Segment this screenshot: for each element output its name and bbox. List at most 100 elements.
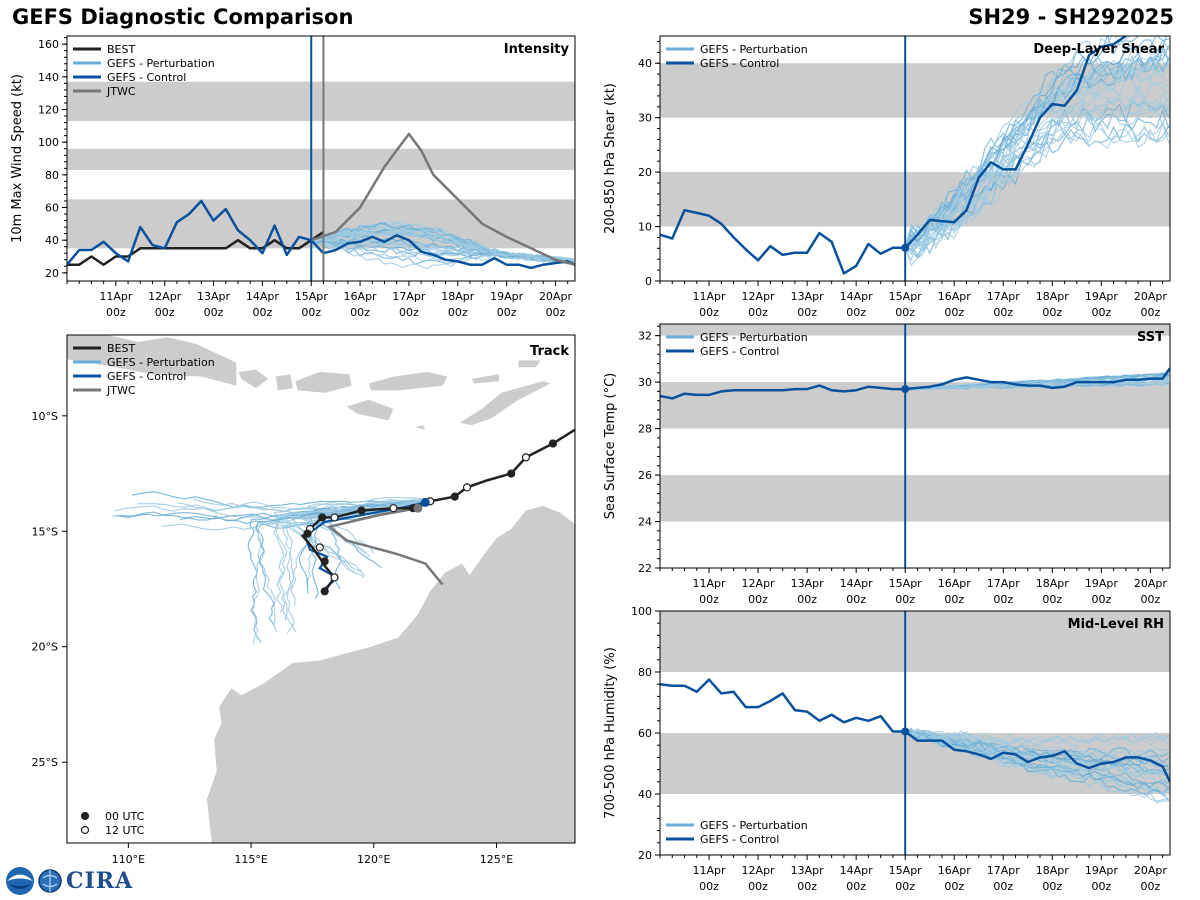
- noaa-cira-logo: CIRA: [4, 866, 133, 896]
- shear-panel-title: Deep-Layer Shear: [1033, 42, 1164, 57]
- sst-xtick-label-hour: 00z: [748, 593, 768, 606]
- track-xtick-label: 125°E: [480, 853, 513, 866]
- intensity-xtick-label-hour: 00z: [448, 306, 468, 319]
- intensity-xtick-label-date: 15Apr: [295, 290, 329, 303]
- sst-ytick-label: 22: [638, 562, 652, 575]
- timor-island: [459, 381, 551, 426]
- shear-xtick-label-hour: 00z: [699, 306, 719, 319]
- rh-xtick-label-date: 16Apr: [938, 864, 972, 877]
- sst-xtick-label-date: 19Apr: [1085, 577, 1119, 590]
- rh-xtick-label-hour: 00z: [1042, 880, 1062, 893]
- rh-legend-label: GEFS - Control: [700, 833, 779, 846]
- best-track-marker-12utc: [330, 513, 339, 522]
- intensity-xtick-label-date: 20Apr: [539, 290, 573, 303]
- figure-title: GEFS Diagnostic Comparison: [12, 5, 354, 29]
- track-legend-label: JTWC: [106, 384, 136, 397]
- best-track-marker-00utc: [357, 506, 366, 515]
- intensity-ytick-label: 20: [45, 267, 59, 280]
- rh-xtick-label-date: 17Apr: [987, 864, 1021, 877]
- rh-perturbation-member: [904, 731, 1169, 781]
- flores-island: [368, 371, 448, 391]
- sst-band-2: [660, 324, 1170, 336]
- shear-ytick-label: 10: [638, 221, 652, 234]
- shear-frame: [659, 35, 1171, 282]
- sst-xtick-label-date: 12Apr: [742, 577, 776, 590]
- shear-band-0: [660, 172, 1170, 227]
- intensity-xtick-label-hour: 00z: [155, 306, 175, 319]
- sst-xtick-label-hour: 00z: [993, 593, 1013, 606]
- sst-plot-area: [660, 324, 1170, 522]
- intensity-legend-label: JTWC: [106, 85, 136, 98]
- track-panel-title: Track: [530, 344, 569, 359]
- intensity-perturbation-member: [311, 239, 575, 265]
- track-xtick-label: 115°E: [234, 853, 267, 866]
- control-init-dot: [420, 497, 430, 507]
- rh-xtick-label-date: 19Apr: [1085, 864, 1119, 877]
- shear-perturbation-member: [904, 121, 1170, 255]
- track-ytick-label: 25°S: [32, 756, 58, 769]
- rh-band-1: [660, 611, 1170, 672]
- rh-xtick-label-date: 12Apr: [742, 864, 776, 877]
- intensity-ytick-label: 80: [45, 169, 59, 182]
- intensity-panel: 20 40 60 80 100 120 140 160 11Apr 00z 12Apr 00z 13Ap…: [10, 35, 576, 319]
- sst-control-line: [660, 367, 1170, 400]
- cira-logo-text: CIRA: [66, 868, 134, 894]
- shear-perturbation-member: [904, 126, 1170, 267]
- intensity-jtwc-line: [310, 132, 575, 266]
- intensity-frame: [66, 35, 576, 282]
- rh-xtick-label-hour: 00z: [699, 880, 719, 893]
- sst-xtick-label-date: 16Apr: [938, 577, 972, 590]
- intensity-xtick-label-date: 19Apr: [490, 290, 524, 303]
- sst-legend-label: GEFS - Perturbation: [700, 331, 808, 344]
- track-ytick-label: 15°S: [32, 525, 58, 538]
- shear-xtick-label-hour: 00z: [1091, 306, 1111, 319]
- shear-perturbation-member: [904, 36, 1132, 248]
- sst-xtick-label-hour: 00z: [699, 593, 719, 606]
- best-track-marker-12utc: [315, 543, 324, 552]
- shear-ytick-label: 0: [645, 275, 652, 288]
- shear-init-dot: [901, 243, 910, 252]
- perturbation-track: [255, 501, 423, 626]
- alor-island: [471, 374, 499, 384]
- intensity-xtick-label-date: 12Apr: [148, 290, 182, 303]
- shear-xtick-label-hour: 00z: [797, 306, 817, 319]
- shear-xtick-label-hour: 00z: [748, 306, 768, 319]
- best-track-marker-00utc: [548, 439, 558, 448]
- shear-plot-area: [660, 36, 1170, 275]
- sst-xtick-label-date: 18Apr: [1036, 577, 1070, 590]
- rh-perturbation-member: [905, 730, 1170, 795]
- shear-xtick-label-hour: 00z: [1042, 306, 1062, 319]
- rh-xtick-label-hour: 00z: [797, 880, 817, 893]
- sumbawa-island: [295, 371, 352, 393]
- track-legend-label: BEST: [107, 342, 135, 355]
- sumba-island: [346, 399, 394, 421]
- best-track-marker-12utc: [330, 573, 339, 582]
- shear-xtick-label-date: 18Apr: [1036, 290, 1070, 303]
- sst-xtick-label-date: 17Apr: [987, 577, 1021, 590]
- track-ytick-label: 20°S: [32, 641, 58, 654]
- intensity-panel-title: Intensity: [504, 42, 570, 57]
- track-marker-legend-label: 12 UTC: [105, 824, 145, 837]
- sst-xtick-label-hour: 00z: [1042, 593, 1062, 606]
- intensity-xtick-label-hour: 00z: [350, 306, 370, 319]
- bali-island: [238, 369, 269, 389]
- shear-perturbation-member: [904, 56, 1170, 249]
- shear-xtick-label-hour: 00z: [846, 306, 866, 319]
- best-track-marker-00utc: [318, 513, 327, 522]
- rh-xtick-label-date: 11Apr: [693, 864, 727, 877]
- rh-xtick-label-date: 15Apr: [889, 864, 923, 877]
- rh-xtick-label-hour: 00z: [748, 880, 768, 893]
- shear-panel: 0 10 20 30 40 11Apr 00z 12Apr 00z 13Apr 00z 14Apr 00…: [603, 35, 1171, 319]
- intensity-xtick-label-date: 18Apr: [441, 290, 475, 303]
- shear-perturbation-member: [904, 97, 1170, 255]
- rh-ytick-label: 60: [638, 727, 652, 740]
- intensity-xtick-label-hour: 00z: [497, 306, 517, 319]
- track-xtick-label: 110°E: [112, 853, 145, 866]
- rh-perturbation-member: [904, 730, 1169, 767]
- rh-panel: 20 40 60 80 100 11Apr 00z 12Apr 00z 13Apr 00z 14Apr…: [603, 605, 1171, 893]
- australia-landmass: [206, 505, 575, 843]
- shear-ytick-label: 20: [638, 166, 652, 179]
- track-legend-label: GEFS - Control: [107, 370, 186, 383]
- rh-legend-label: GEFS - Perturbation: [700, 819, 808, 832]
- intensity-xtick-label-hour: 00z: [106, 306, 126, 319]
